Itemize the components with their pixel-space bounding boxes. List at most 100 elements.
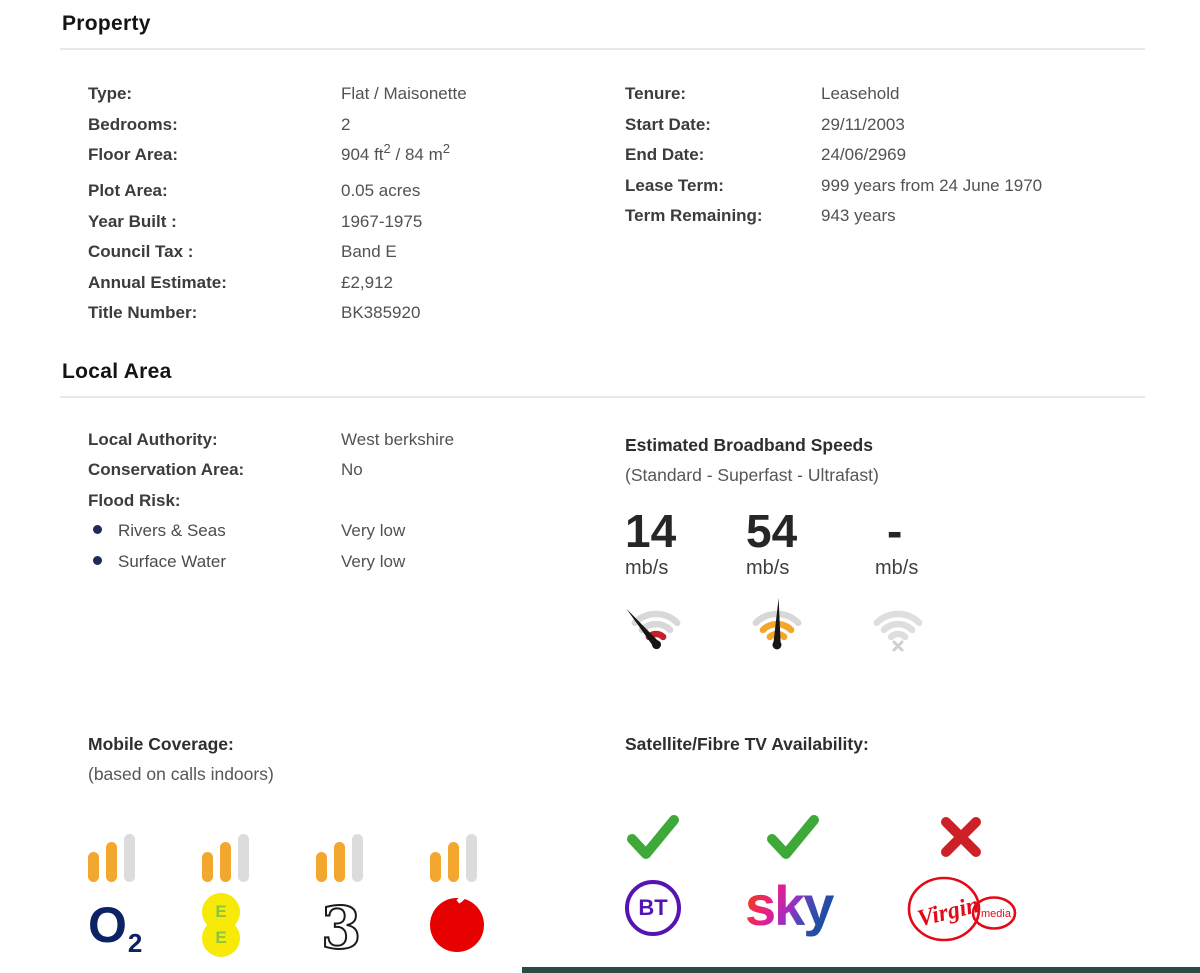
field-label: Annual Estimate: (88, 272, 227, 292)
field-label: Conservation Area: (88, 460, 245, 479)
field-value: No (341, 460, 363, 479)
field-value: 943 years (821, 206, 896, 225)
provider-virgin-media: Virgin media (905, 813, 1017, 942)
speed-unit: mb/s (746, 556, 790, 579)
field-value: 24/06/2969 (821, 145, 907, 164)
field-label: Plot Area: (88, 181, 168, 200)
coverage-row: Mobile Coverage: (based on calls indoors… (60, 729, 1145, 958)
property-details-left-column: Type: Flat / Maisonette Bedrooms: 2 Floo… (88, 84, 625, 334)
mobile-coverage-panel: Mobile Coverage: (based on calls indoors… (88, 729, 625, 958)
field-label: Local Authority: (88, 429, 218, 449)
field-label: Year Built : (88, 211, 177, 231)
bullet-icon (93, 556, 102, 565)
signal-bars-icon (88, 833, 202, 882)
local-area-section: Local Area Local Authority: West berkshi… (60, 359, 1145, 958)
property-row-plot-area: Plot Area: 0.05 acres (88, 181, 625, 212)
field-value: 904 ft2 / 84 m2 (341, 141, 450, 164)
mobile-coverage-note: (based on calls indoors) (88, 763, 274, 784)
field-value: 2 (341, 114, 351, 134)
field-label: Tenure: (625, 84, 687, 103)
property-row-year-built: Year Built : 1967-1975 (88, 212, 625, 243)
field-value: £2,912 (341, 272, 393, 292)
check-icon (765, 813, 821, 861)
field-value: Flat / Maisonette (341, 84, 467, 103)
mobile-carriers: O2 E E (88, 833, 625, 958)
speed-value: 14 (625, 504, 677, 557)
conservation-area-row: Conservation Area: No (88, 460, 625, 491)
broadband-speeds: 14 mb/s (625, 504, 1145, 659)
signal-bars-icon (430, 833, 544, 882)
broadband-subheading: (Standard - Superfast - Ultrafast) (625, 464, 879, 485)
field-label: End Date: (625, 145, 705, 164)
property-row-annual-estimate: Annual Estimate: £2,912 (88, 273, 625, 304)
flood-risk-row: Flood Risk: (88, 491, 625, 522)
svg-text:3: 3 (321, 894, 361, 957)
three-logo: 3 (316, 893, 430, 957)
virgin-media-logo: Virgin media (905, 875, 1017, 942)
signal-bars-icon (202, 833, 316, 882)
speed-unit: mb/s (875, 556, 919, 579)
o2-logo: O2 (88, 896, 143, 958)
local-area-section-title: Local Area (62, 359, 172, 383)
signal-bars-icon (316, 833, 430, 882)
field-label: Flood Risk: (88, 490, 181, 510)
vodafone-logo: ’ (430, 883, 544, 956)
local-area-left-column: Local Authority: West berkshire Conserva… (88, 430, 625, 659)
check-icon (625, 813, 681, 861)
field-value: 0.05 acres (341, 181, 421, 200)
carrier-o2: O2 (88, 833, 202, 958)
broadband-heading: Estimated Broadband Speeds (625, 434, 873, 455)
field-label: Type: (88, 84, 133, 103)
local-authority-row: Local Authority: West berkshire (88, 430, 625, 461)
field-value: Band E (341, 242, 397, 261)
property-row-term-remaining: Term Remaining: 943 years (625, 206, 1145, 237)
field-label: Title Number: (88, 303, 198, 322)
speed-unit: mb/s (625, 556, 669, 579)
field-label: Term Remaining: (625, 206, 763, 225)
section-divider (60, 395, 1145, 398)
property-row-council-tax: Council Tax : Band E (88, 242, 625, 273)
field-value: BK385920 (341, 303, 421, 322)
section-divider (60, 48, 1145, 50)
svg-text:media: media (981, 908, 1012, 920)
field-label: Lease Term: (625, 175, 724, 195)
field-value: 1967-1975 (341, 211, 423, 231)
flood-risk-surface-row: Surface Water Very low (88, 552, 625, 583)
broadband-panel: Estimated Broadband Speeds (Standard - S… (625, 430, 1145, 659)
svg-text:sky: sky (745, 877, 834, 937)
property-details-right-column: Tenure: Leasehold Start Date: 29/11/2003… (625, 84, 1145, 334)
tv-availability-panel: Satellite/Fibre TV Availability: BT (625, 729, 1145, 956)
flood-item-value: Very low (341, 521, 406, 540)
field-value: 29/11/2003 (821, 114, 905, 134)
local-area-details: Local Authority: West berkshire Conserva… (60, 430, 1145, 659)
property-row-type: Type: Flat / Maisonette (88, 84, 625, 115)
property-row-tenure: Tenure: Leasehold (625, 84, 1145, 115)
field-label: Start Date: (625, 114, 711, 134)
field-value: 999 years from 24 June 1970 (821, 175, 1043, 195)
property-details: Type: Flat / Maisonette Bedrooms: 2 Floo… (60, 84, 1145, 334)
speed-value: - (887, 504, 903, 557)
property-row-end-date: End Date: 24/06/2969 (625, 145, 1145, 176)
sky-logo: sky (745, 875, 841, 941)
tv-providers: BT (625, 813, 1145, 942)
flood-item-label: Surface Water (118, 552, 227, 571)
cross-icon (938, 813, 984, 861)
wifi-unavailable-icon (867, 596, 988, 659)
flood-risk-rivers-row: Rivers & Seas Very low (88, 521, 625, 552)
field-value: West berkshire (341, 429, 455, 449)
field-value: Leasehold (821, 84, 900, 103)
speed-ultrafast: - mb/s (867, 504, 988, 659)
mobile-coverage-heading: Mobile Coverage: (88, 733, 234, 754)
ee-logo: E E (202, 892, 316, 957)
property-row-lease-term: Lease Term: 999 years from 24 June 1970 (625, 176, 1145, 207)
property-row-title-number: Title Number: BK385920 (88, 303, 625, 334)
footer-accent-bar (522, 967, 1200, 973)
bullet-icon (93, 525, 102, 534)
property-section: Property Type: Flat / Maisonette Bedroom… (60, 12, 1145, 334)
field-label: Council Tax : (88, 242, 194, 261)
property-section-title: Property (62, 12, 151, 35)
flood-item-label: Rivers & Seas (118, 521, 226, 540)
property-row-bedrooms: Bedrooms: 2 (88, 115, 625, 146)
property-row-start-date: Start Date: 29/11/2003 (625, 115, 1145, 146)
